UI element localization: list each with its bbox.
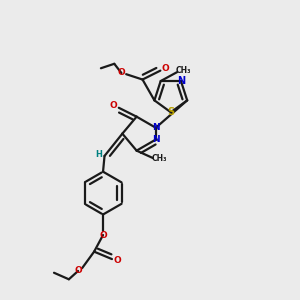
- Text: S: S: [167, 107, 174, 117]
- Text: O: O: [99, 230, 107, 239]
- Text: O: O: [110, 101, 117, 110]
- Text: CH₃: CH₃: [152, 154, 167, 164]
- Text: O: O: [118, 68, 125, 77]
- Text: N: N: [177, 76, 185, 86]
- Text: CH₃: CH₃: [176, 66, 191, 75]
- Text: O: O: [162, 64, 170, 73]
- Text: N: N: [152, 135, 160, 144]
- Text: N: N: [152, 123, 160, 132]
- Text: H: H: [95, 150, 102, 159]
- Text: O: O: [113, 256, 121, 265]
- Text: O: O: [74, 266, 82, 275]
